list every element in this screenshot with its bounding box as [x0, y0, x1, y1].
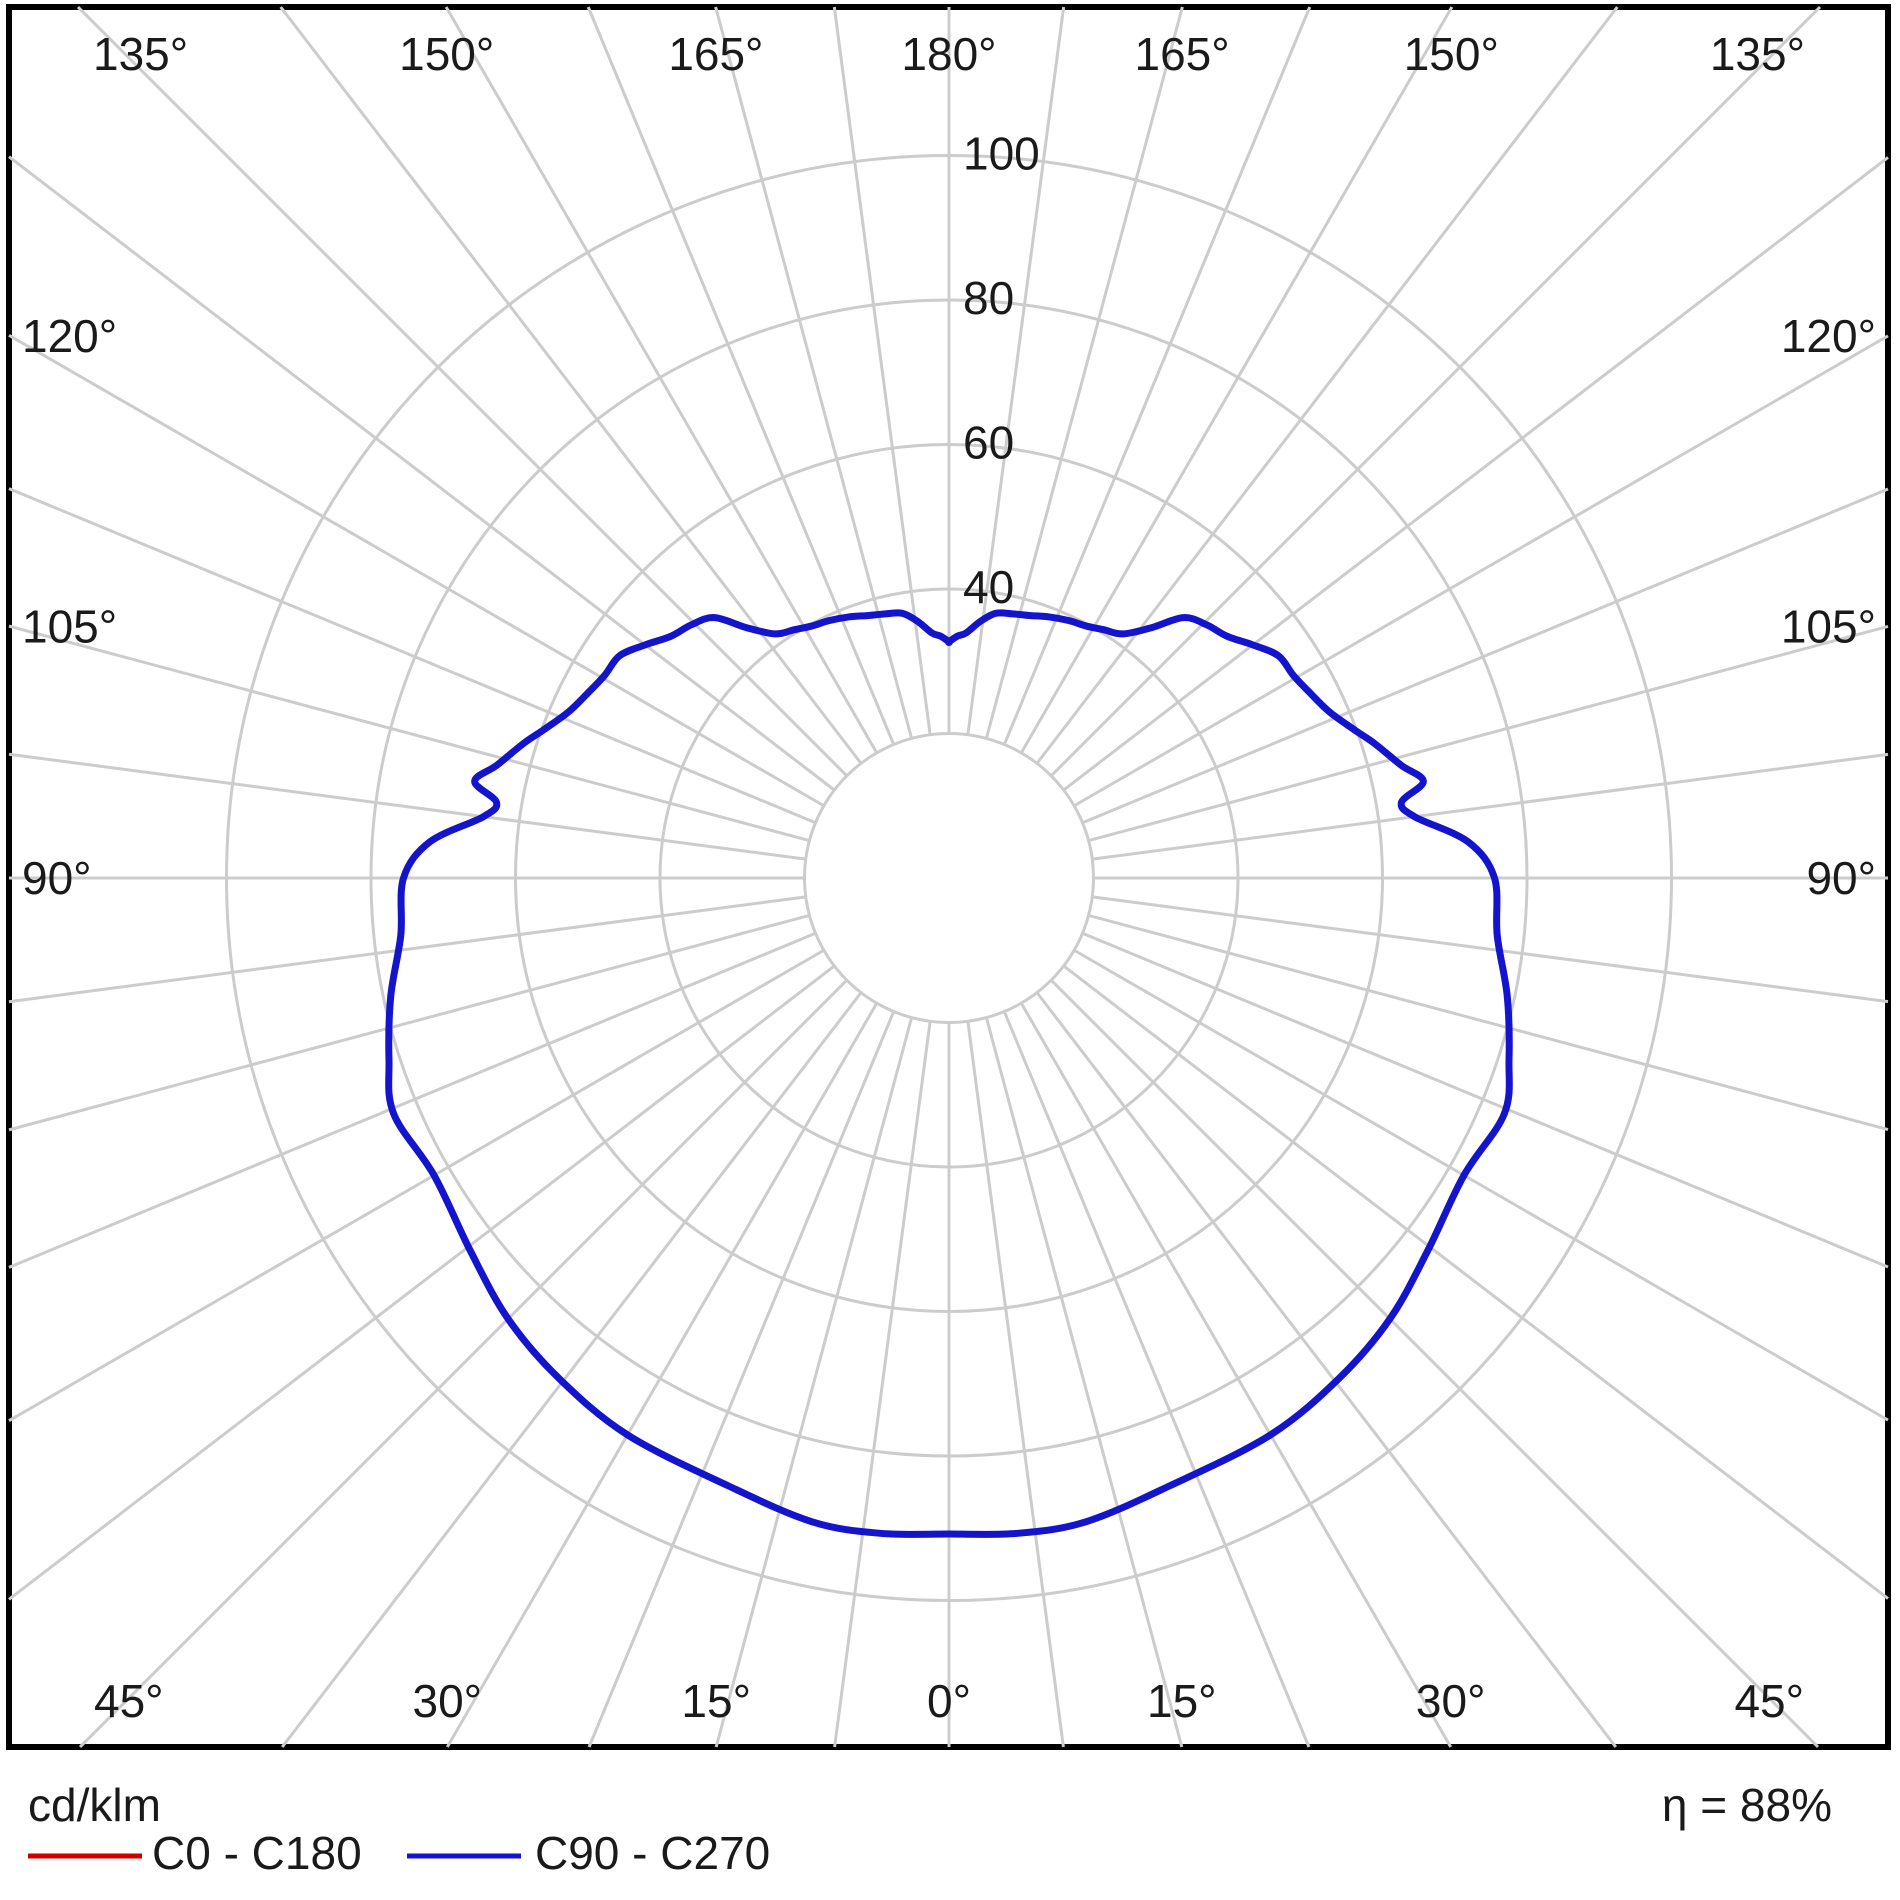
svg-text:135°: 135°: [1710, 28, 1805, 80]
svg-text:165°: 165°: [1135, 28, 1230, 80]
svg-text:165°: 165°: [668, 28, 763, 80]
svg-text:45°: 45°: [1734, 1675, 1804, 1727]
svg-text:180°: 180°: [901, 28, 996, 80]
svg-text:80: 80: [963, 272, 1014, 324]
svg-text:105°: 105°: [1781, 600, 1876, 652]
svg-text:135°: 135°: [93, 28, 188, 80]
svg-text:100: 100: [963, 128, 1040, 180]
svg-text:0°: 0°: [927, 1675, 971, 1727]
svg-text:90°: 90°: [22, 852, 92, 904]
svg-text:cd/klm: cd/klm: [28, 1779, 161, 1831]
svg-text:150°: 150°: [399, 28, 494, 80]
svg-text:120°: 120°: [1781, 310, 1876, 362]
svg-text:15°: 15°: [681, 1675, 751, 1727]
svg-text:60: 60: [963, 417, 1014, 469]
svg-text:C90 - C270: C90 - C270: [535, 1827, 770, 1879]
svg-text:C0 - C180: C0 - C180: [152, 1827, 362, 1879]
svg-text:105°: 105°: [22, 600, 117, 652]
svg-text:30°: 30°: [413, 1675, 483, 1727]
svg-text:90°: 90°: [1806, 852, 1876, 904]
svg-text:40: 40: [963, 561, 1014, 613]
svg-text:η = 88%: η = 88%: [1662, 1779, 1832, 1831]
svg-text:30°: 30°: [1416, 1675, 1486, 1727]
svg-text:150°: 150°: [1404, 28, 1499, 80]
svg-text:15°: 15°: [1147, 1675, 1217, 1727]
svg-text:45°: 45°: [94, 1675, 164, 1727]
svg-text:120°: 120°: [22, 310, 117, 362]
